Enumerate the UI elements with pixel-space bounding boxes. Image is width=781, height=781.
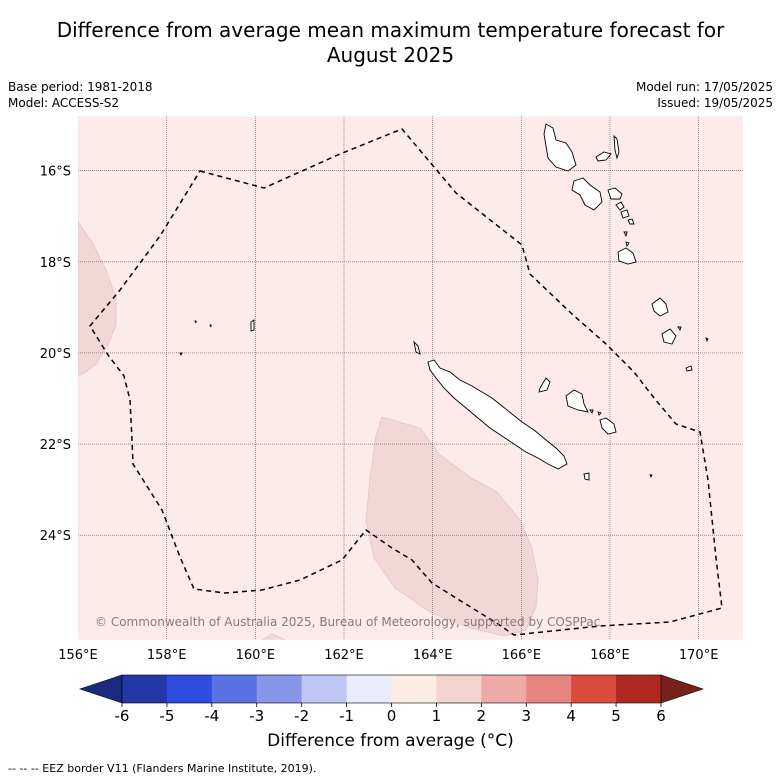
copyright-text: © Commonwealth of Australia 2025, Bureau…: [95, 615, 600, 629]
footer-note: -- -- -- EEZ border V11 (Flanders Marine…: [8, 762, 317, 775]
longitude-tick-label: 168°E: [590, 648, 630, 663]
new-caledonia-island: [413, 340, 568, 470]
longitude-tick-labels: 156°E 158°E 160°E 162°E 164°E 166°E 168°E 170°E: [58, 648, 718, 663]
latitude-tick-labels: 16°S 18°S 20°S 22°S 24°S: [40, 165, 71, 545]
model-name: Model: ACCESS-S2: [8, 96, 120, 110]
issued-date: Issued: 19/05/2025: [657, 96, 773, 110]
colorbar-tick-label: 1: [432, 707, 442, 725]
title-line-2: August 2025: [326, 43, 455, 67]
meta-left: Base period: 1981-2018 Model: ACCESS-S2: [8, 79, 153, 111]
colorbar-swatch: [526, 675, 572, 703]
colorbar-swatch: [122, 675, 168, 703]
colorbar-tick-label: -1: [339, 707, 354, 725]
model-run: Model run: 17/05/2025: [635, 80, 773, 94]
colorbar-tick-label: -5: [159, 707, 174, 725]
colorbar-tick-label: -6: [115, 707, 130, 725]
latitude-tick-label: 18°S: [40, 256, 71, 271]
base-period: Base period: 1981-2018: [8, 80, 153, 94]
map-title: Difference from average mean maximum tem…: [0, 18, 781, 68]
graticule: [78, 116, 743, 640]
small-islands: [179, 297, 709, 481]
warm-anomaly-patch-west: [78, 221, 117, 377]
latitude-tick-label: 16°S: [40, 165, 71, 180]
colorbar-tick-label: 5: [611, 707, 621, 725]
warm-anomaly-patch-bottom: [261, 633, 287, 640]
colorbar-tick-label: -3: [249, 707, 264, 725]
colorbar-tick-label: 2: [477, 707, 487, 725]
colorbar-swatch: [436, 675, 482, 703]
colorbar-tick-label: 3: [521, 707, 531, 725]
longitude-tick-label: 162°E: [324, 648, 364, 663]
colorbar-tick-label: 4: [566, 707, 576, 725]
colorbar-tick-label: -2: [294, 707, 309, 725]
longitude-tick-label: 160°E: [236, 648, 276, 663]
colorbar-swatch: [616, 675, 662, 703]
colorbar-swatch: [481, 675, 527, 703]
colorbar: -6 -5 -4 -3 -2 -1 0 1 2 3 4 5 6: [79, 674, 704, 725]
colorbar-tick-label: 0: [387, 707, 397, 725]
colorbar-tick-label: -4: [204, 707, 219, 725]
longitude-tick-label: 166°E: [502, 648, 542, 663]
longitude-tick-label: 164°E: [413, 648, 453, 663]
longitude-tick-label: 156°E: [58, 648, 98, 663]
colorbar-under-arrow: [79, 674, 123, 704]
colorbar-swatch: [256, 675, 303, 703]
colorbar-swatch: [301, 675, 347, 703]
colorbar-swatch: [346, 675, 392, 703]
colorbar-tick-label: 6: [656, 707, 666, 725]
colorbar-swatch: [211, 675, 258, 703]
latitude-tick-label: 22°S: [40, 438, 71, 453]
vanuatu-islands: [543, 123, 637, 265]
latitude-tick-label: 24°S: [40, 529, 71, 544]
eez-border: [89, 128, 723, 636]
meta-right: Model run: 17/05/2025 Issued: 19/05/2025: [636, 79, 773, 111]
colorbar-over-arrow: [660, 674, 704, 704]
longitude-tick-label: 158°E: [147, 648, 187, 663]
title-line-1: Difference from average mean maximum tem…: [56, 18, 725, 42]
longitude-tick-label: 170°E: [679, 648, 719, 663]
colorbar-swatch: [571, 675, 617, 703]
colorbar-label: Difference from average (°C): [267, 731, 514, 751]
colorbar-swatch: [166, 675, 213, 703]
colorbar-swatch: [391, 675, 437, 703]
warm-anomaly-patch-central: [365, 416, 539, 637]
latitude-tick-label: 20°S: [40, 347, 71, 362]
